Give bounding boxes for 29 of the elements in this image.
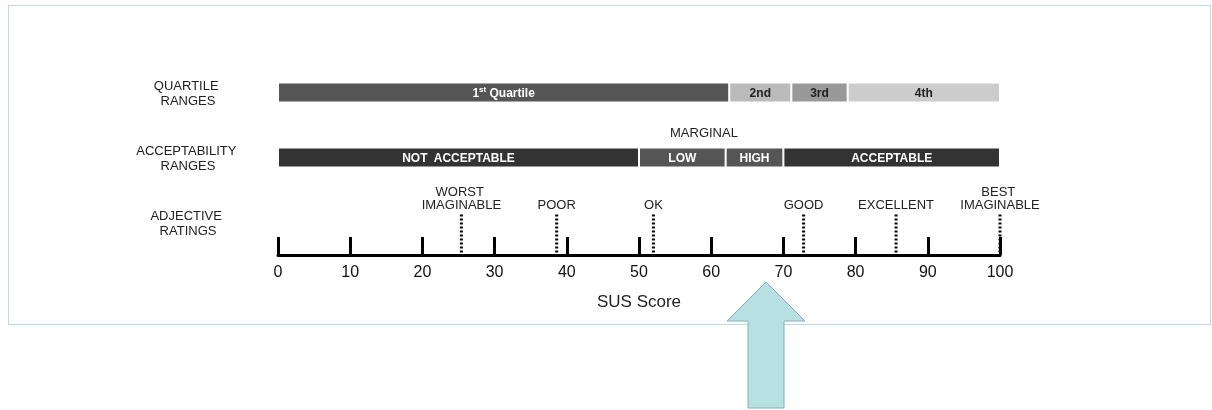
- x-axis-title: SUS Score: [596, 292, 682, 311]
- series-label: 3rd: [810, 85, 829, 100]
- ref-line-label: WORST IMAGINABLE: [421, 183, 502, 212]
- x-tick-label: 10: [341, 262, 360, 280]
- series-label: NOT ACCEPTABLE: [402, 150, 515, 165]
- x-tick-label: 0: [273, 262, 283, 280]
- series-label: 4th: [914, 85, 933, 100]
- ref-line-label: GOOD: [783, 196, 824, 212]
- x-tick-label: 70: [774, 262, 793, 280]
- ref-line-label: POOR: [537, 196, 576, 212]
- x-tick-label: 80: [846, 262, 865, 280]
- x-tick-label: 20: [413, 262, 432, 280]
- ref-line-label: BEST IMAGINABLE: [960, 183, 1041, 212]
- x-tick-label: 30: [485, 262, 504, 280]
- series-label: LOW: [668, 150, 697, 165]
- x-tick-label: 50: [630, 262, 648, 280]
- series-label: HIGH: [739, 150, 770, 165]
- annotation: MARGINAL: [670, 125, 738, 140]
- series-label: ACCEPTABLE: [851, 150, 933, 165]
- series-label: 2nd: [749, 85, 771, 100]
- x-tick-label: 60: [702, 262, 721, 280]
- x-tick-label: 100: [986, 262, 1014, 280]
- x-tick-label: 40: [557, 262, 576, 280]
- y-tick-label: ADJECTIVE RATINGS: [150, 207, 226, 238]
- y-tick-label: ACCEPTABILITY RANGES: [136, 142, 240, 173]
- x-tick-label: 90: [918, 262, 937, 280]
- ref-line-label: EXCELLENT: [858, 196, 935, 212]
- y-tick-label: QUARTILE RANGES: [153, 77, 223, 108]
- ref-line-label: OK: [644, 196, 664, 212]
